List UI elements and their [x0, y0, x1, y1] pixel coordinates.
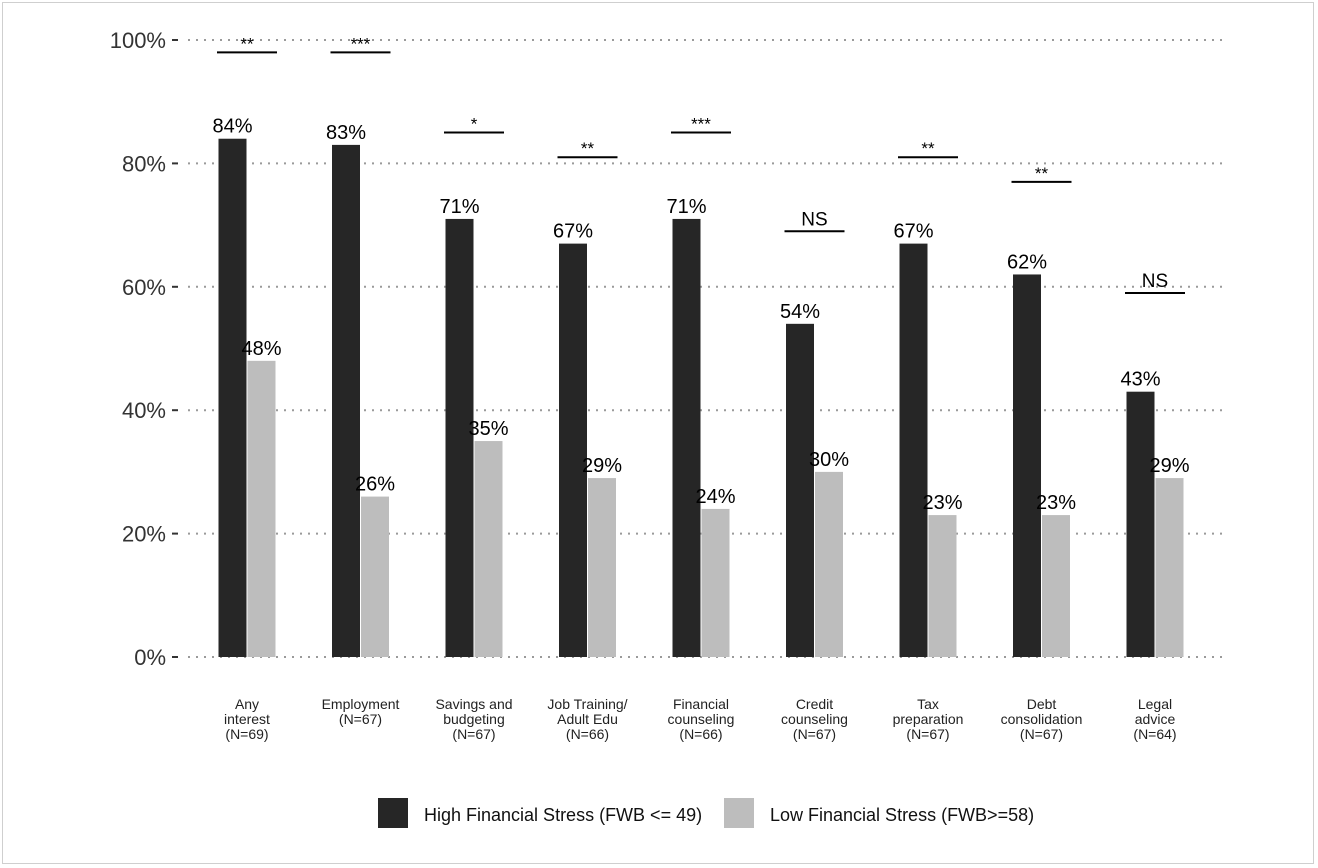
- data-label: 71%: [439, 196, 479, 218]
- x-tick-line: Any: [235, 696, 259, 712]
- y-tick-label: 100%: [110, 28, 166, 53]
- data-labels: 84% 48% 83% 26% 71% 35% 67% 29% 71% 24% 54% 30% 67% 2…: [212, 116, 1189, 514]
- bar-low-stress: [928, 515, 957, 657]
- bar-low-stress: [247, 360, 276, 657]
- data-label: 30%: [809, 449, 849, 471]
- x-tick-label: Financial counseling (N=66): [668, 696, 735, 742]
- data-label: 54%: [780, 301, 820, 323]
- x-tick-label: Job Training/Adult Edu (N=66): [547, 696, 627, 742]
- y-tick-label: 20%: [122, 522, 166, 547]
- data-label: 83%: [326, 122, 366, 144]
- bar-high-stress: [559, 243, 587, 658]
- x-tick-line: (N=66): [566, 726, 609, 742]
- bar-high-stress: [1013, 274, 1041, 657]
- bar-high-stress: [445, 218, 474, 657]
- legend-swatch-high: [378, 798, 408, 828]
- legend-label-low: Low Financial Stress (FWB>=58): [770, 805, 1034, 825]
- data-label: 67%: [893, 221, 933, 243]
- significance-label: **: [240, 34, 254, 53]
- x-tick-label: Savings and budgeting (N=67): [435, 696, 512, 742]
- x-tick-line: (N=67): [339, 711, 382, 727]
- x-tick-line: (N=67): [906, 726, 949, 742]
- significance-label: **: [1035, 164, 1049, 183]
- x-tick-line: Tax: [917, 696, 939, 712]
- x-tick-line: Adult Edu: [557, 711, 618, 727]
- x-tick-line: counseling: [781, 711, 848, 727]
- data-label: 23%: [1036, 492, 1076, 514]
- bar-low-stress: [701, 508, 730, 657]
- x-tick-line: budgeting: [443, 711, 505, 727]
- x-tick-line: interest: [224, 711, 270, 727]
- x-tick-line: (N=69): [225, 726, 268, 742]
- x-tick-line: counseling: [668, 711, 735, 727]
- bar-high-stress: [332, 144, 360, 657]
- data-label: 24%: [695, 486, 735, 508]
- bar-low-stress: [588, 478, 616, 657]
- data-label: 67%: [553, 221, 593, 243]
- bar-high-stress: [218, 138, 247, 658]
- data-label: 23%: [922, 492, 962, 514]
- significance-label: **: [921, 139, 935, 158]
- bar-low-stress: [474, 441, 503, 657]
- data-label: 43%: [1120, 369, 1160, 391]
- bar-high-stress: [786, 323, 814, 657]
- bar-low-stress: [361, 496, 389, 657]
- data-label: 35%: [468, 418, 508, 440]
- x-tick-line: Savings and: [435, 696, 512, 712]
- x-tick-line: Financial: [673, 696, 729, 712]
- y-tick-label: 80%: [122, 151, 166, 176]
- y-axis: 0% 20% 40% 60% 80% 100%: [110, 28, 178, 670]
- x-tick-label: Debt consolidation (N=67): [1001, 696, 1083, 742]
- x-axis-labels: Any interest (N=69)Employment (N=67)Savings…: [224, 696, 1177, 742]
- data-label: 62%: [1007, 251, 1047, 273]
- x-tick-line: (N=64): [1133, 726, 1176, 742]
- x-tick-line: Debt: [1027, 696, 1057, 712]
- x-tick-label: Any interest (N=69): [224, 696, 270, 742]
- significance-label: **: [581, 139, 595, 158]
- bar-low-stress: [1155, 478, 1184, 657]
- x-tick-label: Tax preparation (N=67): [893, 696, 964, 742]
- legend-swatch-low: [724, 798, 754, 828]
- bar-low-stress: [815, 471, 843, 657]
- x-tick-line: (N=67): [1020, 726, 1063, 742]
- significance-label: ***: [691, 115, 711, 134]
- data-label: 84%: [212, 116, 252, 138]
- legend: High Financial Stress (FWB <= 49) Low Fin…: [378, 798, 1034, 828]
- bar-high-stress: [1126, 391, 1155, 657]
- bars: [218, 138, 1184, 658]
- x-tick-line: (N=67): [452, 726, 495, 742]
- x-tick-line: (N=67): [793, 726, 836, 742]
- y-tick-label: 0%: [134, 645, 166, 670]
- data-label: 29%: [582, 455, 622, 477]
- x-tick-line: Credit: [796, 696, 833, 712]
- x-tick-line: Job Training/: [547, 696, 627, 712]
- y-tick-label: 60%: [122, 275, 166, 300]
- x-tick-line: (N=66): [679, 726, 722, 742]
- bar-high-stress: [672, 218, 701, 657]
- significance-markers: ** *********NS****NS: [217, 34, 1185, 294]
- x-tick-line: advice: [1135, 711, 1176, 727]
- significance-label: NS: [801, 209, 827, 230]
- y-tick-label: 40%: [122, 398, 166, 423]
- x-tick-line: Legal: [1138, 696, 1172, 712]
- data-label: 26%: [355, 474, 395, 496]
- x-tick-label: Employment (N=67): [322, 696, 400, 727]
- x-tick-line: consolidation: [1001, 711, 1083, 727]
- x-tick-label: Credit counseling (N=67): [781, 696, 848, 742]
- x-tick-line: preparation: [893, 711, 964, 727]
- x-tick-label: Legal advice (N=64): [1133, 696, 1176, 742]
- significance-label: ***: [351, 34, 371, 53]
- significance-label: *: [471, 115, 478, 134]
- data-label: 71%: [666, 196, 706, 218]
- data-label: 29%: [1149, 455, 1189, 477]
- bar-high-stress: [899, 243, 928, 658]
- significance-label: NS: [1142, 271, 1168, 292]
- x-tick-line: Employment: [322, 696, 400, 712]
- data-label: 48%: [241, 338, 281, 360]
- bar-low-stress: [1042, 515, 1070, 657]
- legend-label-high: High Financial Stress (FWB <= 49): [424, 805, 702, 825]
